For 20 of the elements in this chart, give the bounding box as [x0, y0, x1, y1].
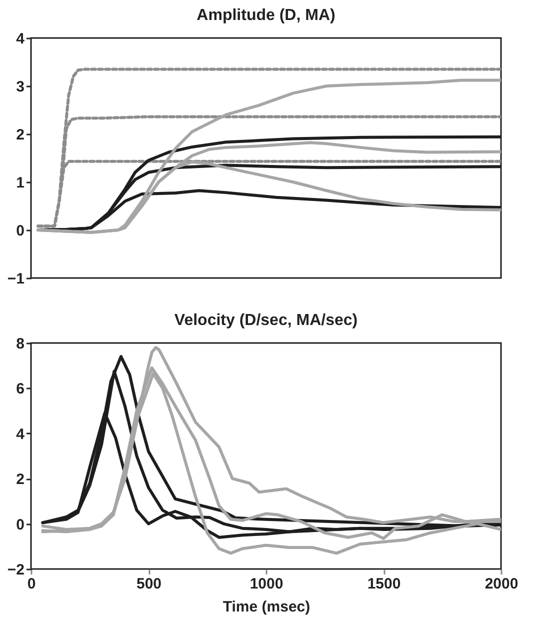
y-tick-label: 8 [16, 336, 24, 352]
y-tick-label: 2 [16, 471, 24, 488]
x-tick-label: 2000 [484, 576, 518, 592]
y-tick-label: −2 [7, 562, 24, 578]
y-tick-label: 6 [16, 380, 24, 398]
x-tick-label: 1500 [367, 576, 401, 592]
y-tick-label: 4 [16, 426, 26, 443]
x-tick-label: 1000 [250, 576, 284, 592]
x-axis-title: Time (msec) [222, 598, 310, 616]
y-tick-label: 0 [16, 222, 24, 240]
y-tick-label: 2 [16, 126, 24, 144]
chart-title: Velocity (D/sec, MA/sec) [174, 312, 358, 329]
chart-title: Amplitude (D, MA) [196, 7, 336, 24]
y-tick-label: 3 [16, 78, 24, 96]
y-tick-label: −1 [7, 270, 24, 288]
y-tick-label: 1 [16, 174, 24, 192]
x-tick-label: 500 [136, 576, 162, 592]
y-tick-label: 4 [16, 30, 26, 48]
y-tick-label: 0 [16, 516, 24, 534]
x-tick-label: 0 [27, 576, 36, 592]
